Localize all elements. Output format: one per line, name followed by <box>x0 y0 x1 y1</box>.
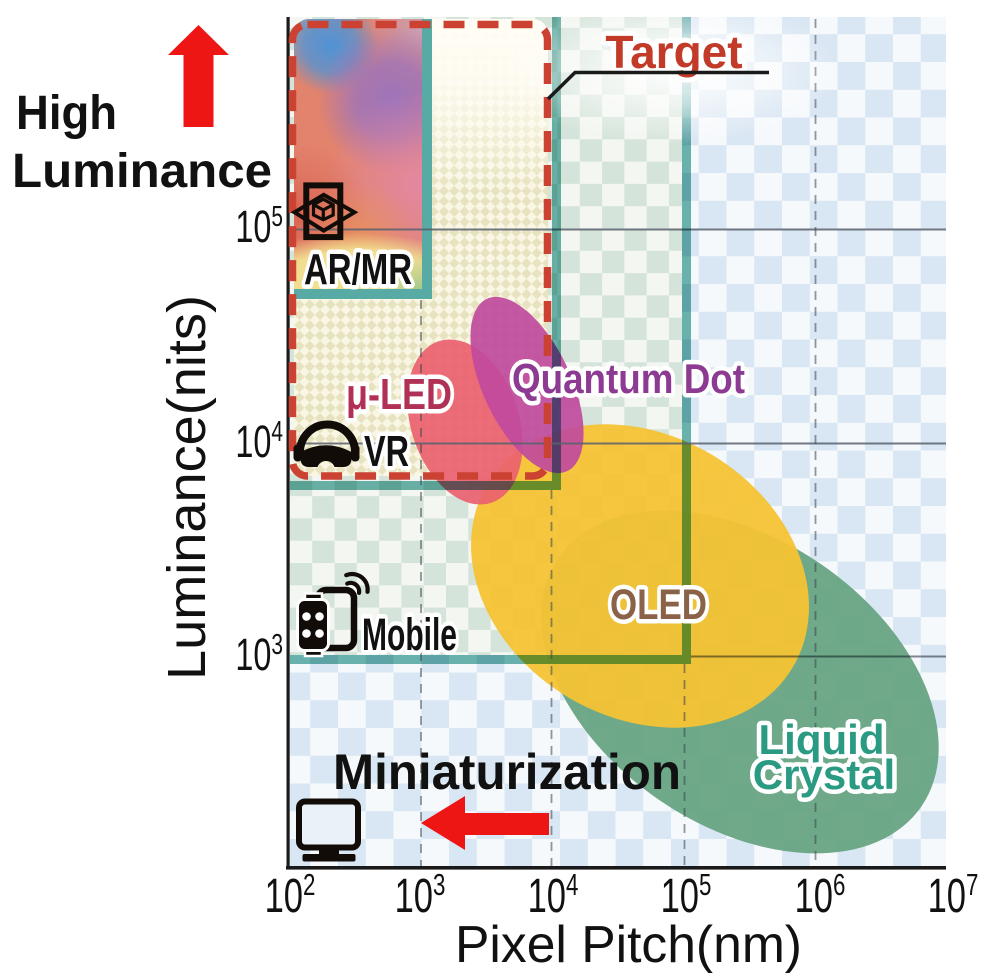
svg-text:VR: VR <box>364 427 409 476</box>
svg-text:Crystal: Crystal <box>753 751 895 798</box>
svg-text:Luminance(nits): Luminance(nits) <box>157 295 217 680</box>
svg-text:OLED: OLED <box>610 581 707 629</box>
svg-text:Target: Target <box>605 26 742 78</box>
svg-text:Liquid: Liquid <box>759 716 885 763</box>
svg-text:Mobile: Mobile <box>362 609 457 660</box>
svg-text:AR/MR: AR/MR <box>304 245 412 294</box>
svg-text:Miniaturization: Miniaturization <box>333 744 681 800</box>
svg-text:104: 104 <box>528 867 579 922</box>
svg-text:Quantum Dot: Quantum Dot <box>512 355 745 402</box>
svg-text:High: High <box>16 87 117 140</box>
svg-text:Luminance: Luminance <box>12 145 272 198</box>
svg-text:μ-LED: μ-LED <box>346 370 452 419</box>
svg-text:Pixel Pitch(nm): Pixel Pitch(nm) <box>455 916 802 974</box>
